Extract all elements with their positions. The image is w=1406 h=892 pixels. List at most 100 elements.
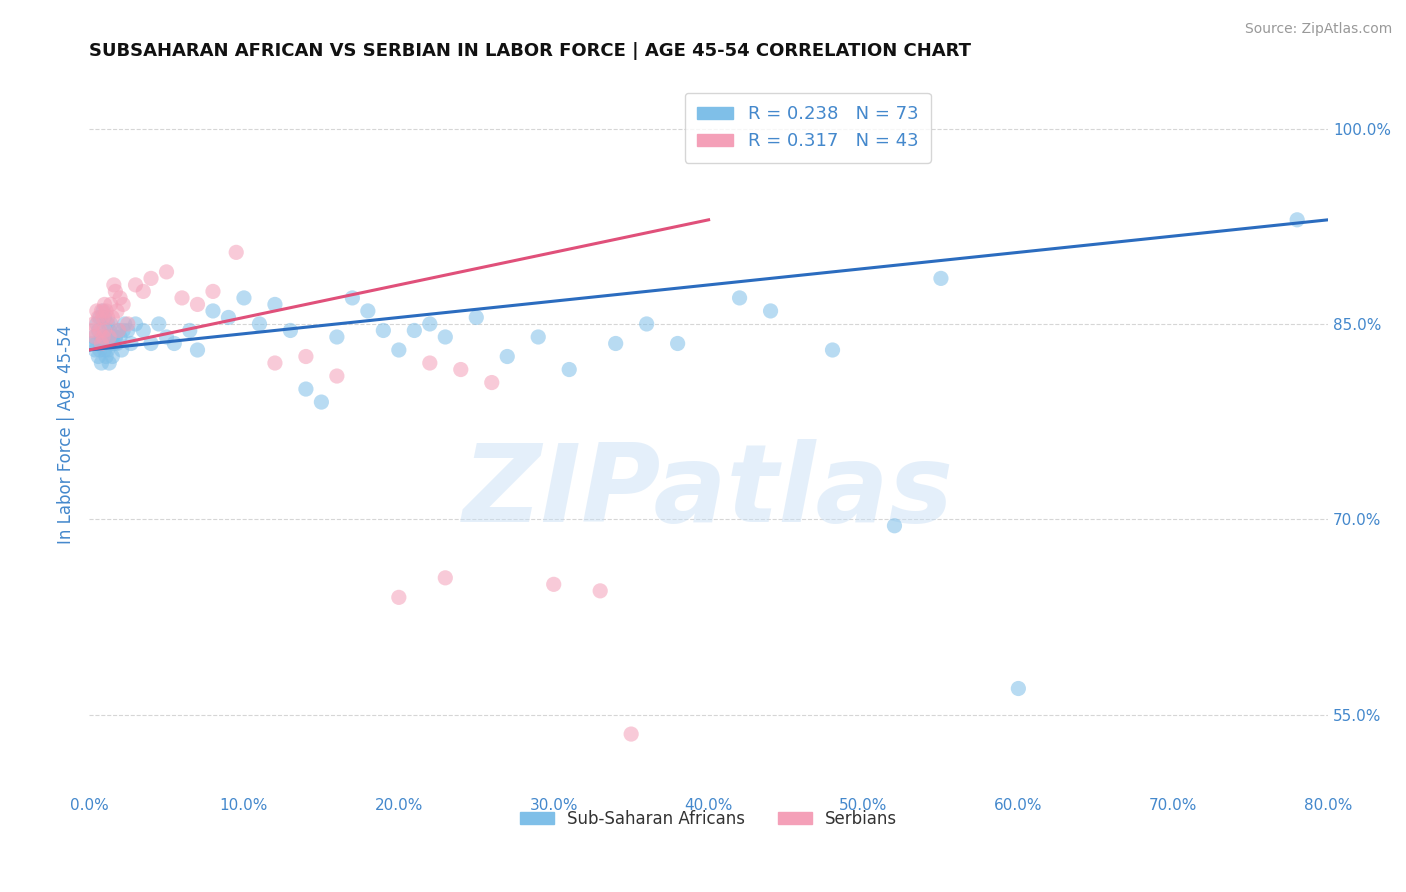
Point	[104, 285, 127, 299]
Point	[388, 591, 411, 605]
Point	[148, 317, 170, 331]
Point	[326, 369, 349, 384]
Point	[217, 310, 239, 325]
Point	[883, 518, 905, 533]
Point	[139, 336, 162, 351]
Point	[100, 317, 122, 331]
Point	[105, 336, 128, 351]
Point	[124, 277, 146, 292]
Point	[117, 323, 139, 337]
Point	[373, 323, 395, 337]
Point	[94, 330, 117, 344]
Point	[98, 330, 121, 344]
Point	[101, 330, 124, 344]
Point	[419, 317, 441, 331]
Point	[155, 330, 177, 344]
Point	[620, 727, 643, 741]
Point	[419, 356, 441, 370]
Point	[94, 350, 117, 364]
Point	[90, 336, 112, 351]
Point	[90, 304, 112, 318]
Point	[1007, 681, 1029, 696]
Point	[84, 343, 107, 357]
Point	[132, 323, 155, 337]
Point	[91, 304, 114, 318]
Point	[139, 271, 162, 285]
Point	[108, 330, 131, 344]
Point	[388, 343, 411, 357]
Point	[264, 297, 287, 311]
Point	[97, 343, 120, 357]
Point	[86, 317, 108, 331]
Point	[201, 285, 224, 299]
Point	[295, 382, 318, 396]
Point	[728, 291, 751, 305]
Point	[120, 336, 142, 351]
Point	[117, 317, 139, 331]
Point	[225, 245, 247, 260]
Point	[93, 323, 115, 337]
Point	[103, 277, 125, 292]
Point	[929, 271, 952, 285]
Point	[110, 343, 132, 357]
Point	[93, 310, 115, 325]
Point	[97, 310, 120, 325]
Point	[527, 330, 550, 344]
Point	[82, 336, 104, 351]
Point	[1286, 212, 1309, 227]
Point	[100, 297, 122, 311]
Point	[636, 317, 658, 331]
Point	[759, 304, 782, 318]
Point	[108, 291, 131, 305]
Point	[112, 297, 135, 311]
Point	[87, 310, 110, 325]
Point	[114, 317, 136, 331]
Point	[93, 343, 115, 357]
Point	[104, 330, 127, 344]
Point	[90, 356, 112, 370]
Point	[186, 297, 208, 311]
Point	[163, 336, 186, 351]
Point	[434, 330, 457, 344]
Point	[201, 304, 224, 318]
Point	[132, 285, 155, 299]
Point	[481, 376, 503, 390]
Point	[496, 350, 519, 364]
Point	[90, 330, 112, 344]
Point	[155, 265, 177, 279]
Point	[589, 583, 612, 598]
Point	[434, 571, 457, 585]
Y-axis label: In Labor Force | Age 45-54: In Labor Force | Age 45-54	[58, 325, 75, 544]
Point	[86, 336, 108, 351]
Point	[404, 323, 426, 337]
Point	[107, 323, 129, 337]
Point	[179, 323, 201, 337]
Point	[97, 317, 120, 331]
Point	[91, 336, 114, 351]
Point	[170, 291, 193, 305]
Text: ZIPatlas: ZIPatlas	[463, 439, 955, 545]
Point	[98, 323, 121, 337]
Point	[101, 310, 124, 325]
Point	[93, 297, 115, 311]
Point	[821, 343, 844, 357]
Point	[605, 336, 627, 351]
Point	[103, 336, 125, 351]
Point	[112, 323, 135, 337]
Point	[89, 310, 111, 325]
Point	[89, 343, 111, 357]
Point	[264, 356, 287, 370]
Point	[311, 395, 333, 409]
Point	[543, 577, 565, 591]
Point	[107, 323, 129, 337]
Point	[295, 350, 318, 364]
Point	[87, 323, 110, 337]
Point	[280, 323, 302, 337]
Point	[98, 356, 121, 370]
Point	[89, 323, 111, 337]
Point	[326, 330, 349, 344]
Point	[186, 343, 208, 357]
Point	[87, 350, 110, 364]
Point	[249, 317, 271, 331]
Point	[91, 310, 114, 325]
